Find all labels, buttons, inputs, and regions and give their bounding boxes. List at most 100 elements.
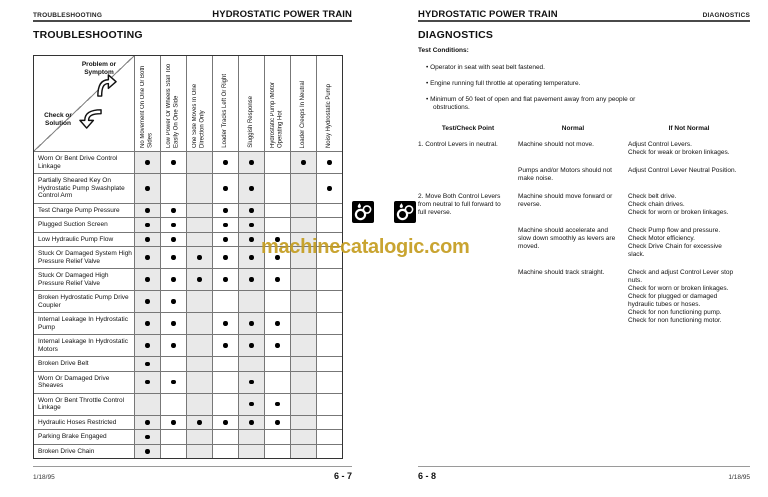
- test-conditions: Test Conditions: • Operator in seat with…: [418, 47, 728, 120]
- matrix-cell: [316, 357, 342, 371]
- matrix-row: Stuck Or Damaged High Pressure Relief Va…: [34, 268, 342, 290]
- matrix-cell: [238, 371, 264, 393]
- diagnostic-row: 2. Move Both Control Levers from neutral…: [418, 193, 750, 217]
- matrix-row: Internal Leakage In Hydrostatic Pump: [34, 312, 342, 334]
- diagnostic-row: Machine should track straight. Check and …: [418, 269, 750, 325]
- matrix-cell: [186, 393, 212, 415]
- matrix-cell: [238, 357, 264, 371]
- if-not-normal-cell: Check and adjust Control Lever stop nuts…: [628, 269, 750, 325]
- dot-marker: [223, 237, 228, 242]
- matrix-cell: [264, 269, 290, 290]
- diagnostic-row: 1. Control Levers in neutral. Machine sho…: [418, 141, 750, 157]
- if-not-normal-line: Check chain drives.: [628, 201, 685, 208]
- matrix-cell: [264, 415, 290, 429]
- check-point-cell: [418, 269, 518, 325]
- dot-marker: [145, 186, 150, 191]
- matrix-cell: [212, 430, 238, 444]
- matrix-cell: [238, 415, 264, 429]
- matrix-cell: [160, 357, 186, 371]
- matrix-row: Test Charge Pump Pressure: [34, 202, 342, 217]
- dot-marker: [145, 160, 150, 165]
- dot-marker: [145, 321, 150, 326]
- matrix-row: Parking Brake Engaged: [34, 429, 342, 444]
- dot-marker: [171, 321, 176, 326]
- matrix-cell: [238, 269, 264, 290]
- matrix-cell: [212, 357, 238, 371]
- symptom-label: Plugged Suction Screen: [38, 221, 108, 228]
- matrix-cell: [264, 371, 290, 393]
- footer-date: 1/18/95: [33, 474, 55, 481]
- dot-marker: [249, 222, 254, 227]
- footer-page-number: 6 - 7: [333, 471, 352, 481]
- dot-marker: [249, 237, 254, 242]
- if-not-normal-line: Check for weak or broken linkages.: [628, 149, 730, 156]
- running-header-section: DIAGNOSTICS: [702, 12, 750, 19]
- check-point-cell: [418, 167, 518, 183]
- matrix-row: Plugged Suction Screen: [34, 217, 342, 232]
- column-header-label: Loader Creeps In Neutral: [299, 80, 306, 148]
- column-header: Sluggish Response: [238, 56, 264, 151]
- matrix-cell: [238, 444, 264, 458]
- matrix-cell: [186, 357, 212, 371]
- dot-marker: [171, 420, 176, 425]
- symptom-label: Internal Leakage In Hydrostatic Pump: [38, 316, 128, 331]
- dot-marker: [171, 160, 176, 165]
- dot-marker: [275, 343, 280, 348]
- page-footer: 1/18/95 6 - 7: [33, 471, 352, 481]
- symptom-label: Stuck Or Damaged High Pressure Relief Va…: [38, 272, 109, 287]
- page-troubleshooting: TROUBLESHOOTING HYDROSTATIC POWER TRAIN …: [33, 9, 352, 481]
- matrix-cell: [264, 357, 290, 371]
- dot-marker: [249, 277, 254, 282]
- dot-marker: [223, 160, 228, 165]
- matrix-header-row: Problem or Symptom Check or Solution No …: [34, 56, 342, 151]
- dot-marker: [223, 255, 228, 260]
- if-not-normal-line: Check for non functioning motor.: [628, 317, 722, 324]
- matrix-row: Worn Or Bent Throttle Control Linkage: [34, 392, 342, 415]
- dot-marker: [249, 186, 254, 191]
- test-condition-item: • Minimum of 50 feet of open and flat pa…: [426, 96, 636, 111]
- if-not-normal-cell: Adjust Control Levers. Check for weak or …: [628, 141, 750, 157]
- matrix-cell: [134, 335, 160, 356]
- matrix-cell: [316, 430, 342, 444]
- matrix-cell: [160, 269, 186, 290]
- matrix-cell: [186, 371, 212, 393]
- matrix-cell: [264, 174, 290, 203]
- header-normal: Normal: [561, 125, 585, 132]
- symptom-label: Partially Sheared Key On Hydrostatic Pum…: [38, 177, 125, 199]
- matrix-cell: [290, 430, 316, 444]
- dot-marker: [249, 401, 254, 407]
- dot-marker: [145, 379, 150, 385]
- matrix-cell: [316, 218, 342, 232]
- matrix-row: Worn Or Damaged Drive Sheaves: [34, 370, 342, 393]
- matrix-cell: [316, 313, 342, 334]
- if-not-normal-line: Check for non functioning pump.: [628, 309, 722, 316]
- matrix-cell: [290, 291, 316, 312]
- dot-marker: [249, 343, 254, 348]
- diagnostics-body: 1. Control Levers in neutral. Machine sho…: [418, 141, 750, 325]
- if-not-normal-line: Adjust Control Levers.: [628, 141, 692, 148]
- corner-label-check: Check or Solution: [44, 112, 72, 127]
- dot-marker: [171, 222, 176, 227]
- if-not-normal-cell: Check Pump flow and pressure. Check Motor…: [628, 227, 750, 259]
- matrix-cell: [290, 393, 316, 415]
- dot-marker: [275, 420, 280, 425]
- curved-arrow-right-icon: [94, 73, 117, 101]
- matrix-cell: [186, 269, 212, 290]
- curved-arrow-down-icon: [78, 106, 103, 132]
- footer-page-number: 6 - 8: [418, 471, 437, 481]
- dot-marker: [145, 434, 150, 439]
- matrix-cell: [134, 313, 160, 334]
- symptom-label: Internal Leakage In Hydrostatic Motors: [38, 338, 128, 353]
- dot-marker: [145, 277, 150, 282]
- matrix-cell: [212, 291, 238, 312]
- matrix-cell: [134, 444, 160, 458]
- matrix-body: Worn Or Bent Drive Control Linkage Partia…: [34, 151, 342, 458]
- dot-marker: [171, 208, 176, 213]
- dot-marker: [249, 420, 254, 425]
- dot-marker: [145, 222, 150, 227]
- column-header-label: One Side Moves In One Direction Only: [192, 83, 206, 148]
- matrix-cell: [264, 313, 290, 334]
- diagnostics-header-row: Test/Check Point Normal If Not Normal: [418, 125, 750, 133]
- matrix-cell: [264, 218, 290, 232]
- corner-label-problem: Problem or Symptom: [81, 61, 117, 76]
